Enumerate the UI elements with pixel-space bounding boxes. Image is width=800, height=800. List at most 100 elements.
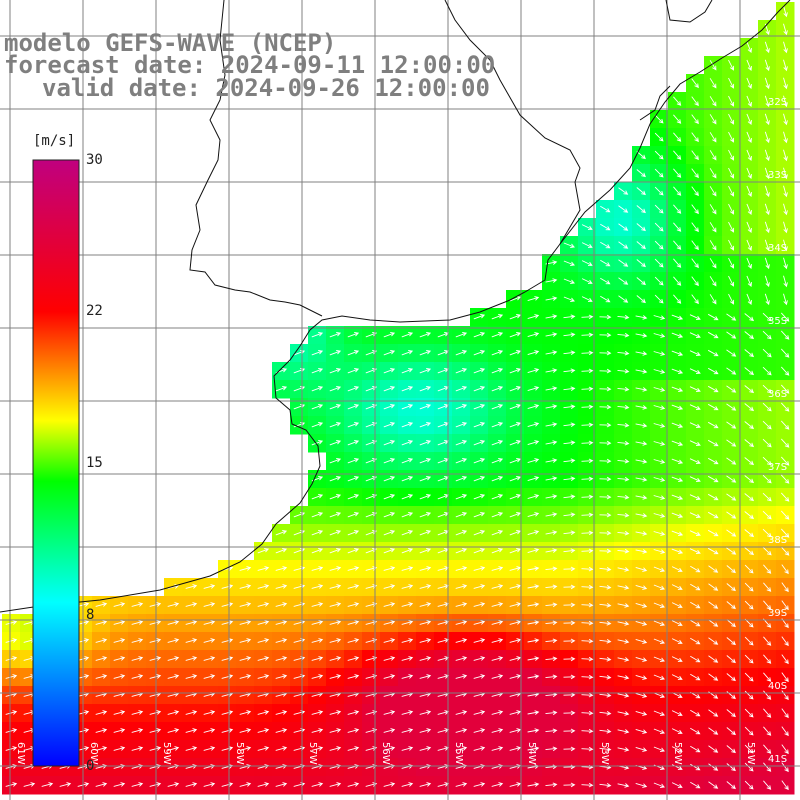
wind-arrow — [781, 582, 789, 593]
wind-arrow — [455, 782, 468, 787]
wind-arrow — [744, 672, 754, 682]
wind-arrow — [581, 368, 594, 374]
wind-arrow — [401, 656, 414, 661]
wind-arrow — [780, 474, 790, 484]
wind-arrow — [167, 602, 180, 607]
wind-arrow — [689, 458, 701, 465]
wind-arrow — [527, 350, 540, 356]
wind-arrow — [113, 620, 126, 625]
wind-arrow — [746, 149, 752, 161]
wind-arrow — [762, 330, 772, 340]
wind-arrow — [707, 547, 719, 555]
wind-arrow — [563, 746, 576, 752]
wind-arrow — [581, 386, 594, 392]
wind-arrow — [689, 548, 701, 555]
wind-arrow — [690, 619, 701, 627]
wind-arrow — [709, 168, 717, 179]
wind-arrow — [257, 584, 270, 589]
wind-arrow — [744, 600, 754, 610]
wind-arrow — [149, 710, 162, 715]
wind-arrow — [653, 369, 666, 374]
wind-arrow — [762, 384, 772, 394]
wind-arrow — [689, 314, 701, 321]
latitude-label: 39S — [768, 608, 787, 619]
wind-arrow — [780, 438, 790, 448]
wind-arrow — [746, 59, 752, 71]
wind-arrow — [653, 692, 665, 698]
wind-arrow — [383, 656, 396, 661]
wind-arrow — [311, 548, 324, 554]
wind-arrow — [509, 584, 522, 589]
wind-arrow — [764, 59, 770, 72]
wind-arrow — [707, 439, 719, 447]
wind-arrow — [636, 223, 646, 232]
wind-arrow — [473, 368, 486, 374]
wind-arrow — [509, 296, 522, 302]
wind-arrow — [744, 457, 755, 466]
wind-arrow — [473, 530, 486, 536]
wind-arrow — [599, 548, 612, 554]
wind-arrow — [762, 528, 772, 538]
wind-arrow — [95, 746, 108, 751]
wind-arrow — [473, 746, 486, 751]
wind-arrow — [383, 602, 396, 607]
wind-arrow — [257, 620, 270, 625]
wind-arrow — [581, 224, 593, 231]
wind-arrow — [709, 114, 717, 125]
wind-arrow — [763, 780, 772, 790]
wind-arrow — [726, 601, 736, 610]
wind-arrow — [636, 187, 646, 196]
wind-arrow — [689, 404, 701, 411]
wind-arrow — [673, 222, 682, 232]
wind-arrow — [455, 422, 468, 428]
wind-arrow — [365, 422, 378, 428]
wind-arrow — [781, 672, 789, 683]
wind-arrow — [764, 77, 770, 90]
wind-arrow — [275, 566, 288, 571]
wind-arrow — [545, 350, 558, 355]
wind-arrow — [473, 656, 486, 661]
wind-arrow — [691, 186, 699, 197]
wind-arrow — [653, 405, 666, 410]
wind-arrow — [455, 566, 468, 571]
wind-arrow — [780, 330, 790, 340]
wind-arrow — [581, 530, 594, 536]
wind-arrow — [311, 512, 324, 518]
wind-arrow — [635, 620, 648, 626]
wind-arrow — [401, 422, 414, 428]
wind-arrow — [329, 674, 342, 679]
wind-arrow — [726, 493, 737, 501]
wind-arrow — [311, 782, 324, 787]
wind-arrow — [690, 763, 701, 771]
wind-arrow — [545, 458, 558, 463]
wind-arrow — [185, 638, 198, 643]
wind-arrow — [599, 729, 612, 734]
wind-arrow — [203, 638, 216, 643]
wind-arrow — [509, 512, 522, 518]
wind-arrow — [762, 348, 772, 358]
wind-arrow — [419, 512, 432, 518]
wind-arrow — [185, 710, 198, 715]
wind-arrow — [653, 441, 666, 446]
wind-arrow — [149, 656, 162, 661]
wind-arrow — [311, 404, 324, 410]
wind-arrow — [365, 350, 378, 356]
wind-arrow — [581, 332, 594, 338]
wind-arrow — [763, 762, 772, 772]
wind-arrow — [635, 566, 648, 572]
wind-arrow — [709, 294, 717, 305]
wind-arrow — [401, 782, 414, 787]
wind-arrow — [764, 221, 770, 234]
wind-arrow — [728, 203, 735, 215]
wind-arrow — [599, 494, 612, 500]
wind-arrow — [617, 512, 630, 518]
wind-arrow — [419, 476, 432, 482]
wind-arrow — [527, 314, 540, 320]
wind-arrow — [746, 239, 752, 251]
wind-arrow — [617, 332, 630, 338]
wind-arrow — [581, 728, 594, 734]
wind-arrow — [149, 782, 162, 787]
wind-arrow — [347, 350, 360, 356]
wind-arrow — [455, 620, 468, 625]
wind-arrow — [419, 422, 432, 428]
